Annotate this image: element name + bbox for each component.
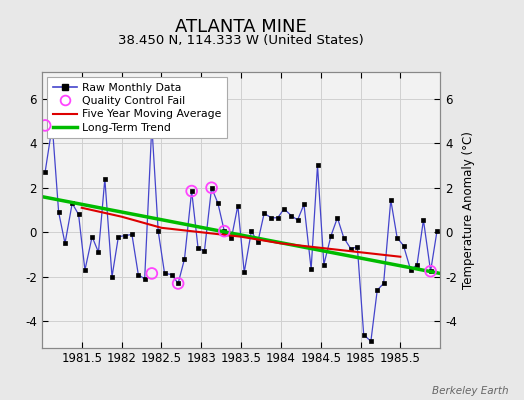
Y-axis label: Temperature Anomaly (°C): Temperature Anomaly (°C) (463, 131, 475, 289)
Point (220, 228, 228, 234)
Point (41, 122, 49, 129)
Text: ATLANTA MINE: ATLANTA MINE (175, 18, 307, 36)
Legend: Raw Monthly Data, Quality Control Fail, Five Year Moving Average, Long-Term Tren: Raw Monthly Data, Quality Control Fail, … (47, 78, 227, 138)
Point (174, 280, 182, 287)
Point (427, 268, 435, 274)
Point (208, 184, 216, 191)
Text: 38.450 N, 114.333 W (United States): 38.450 N, 114.333 W (United States) (118, 34, 364, 47)
Point (188, 188, 196, 194)
Text: Berkeley Earth: Berkeley Earth (432, 386, 508, 396)
Point (148, 270, 156, 277)
